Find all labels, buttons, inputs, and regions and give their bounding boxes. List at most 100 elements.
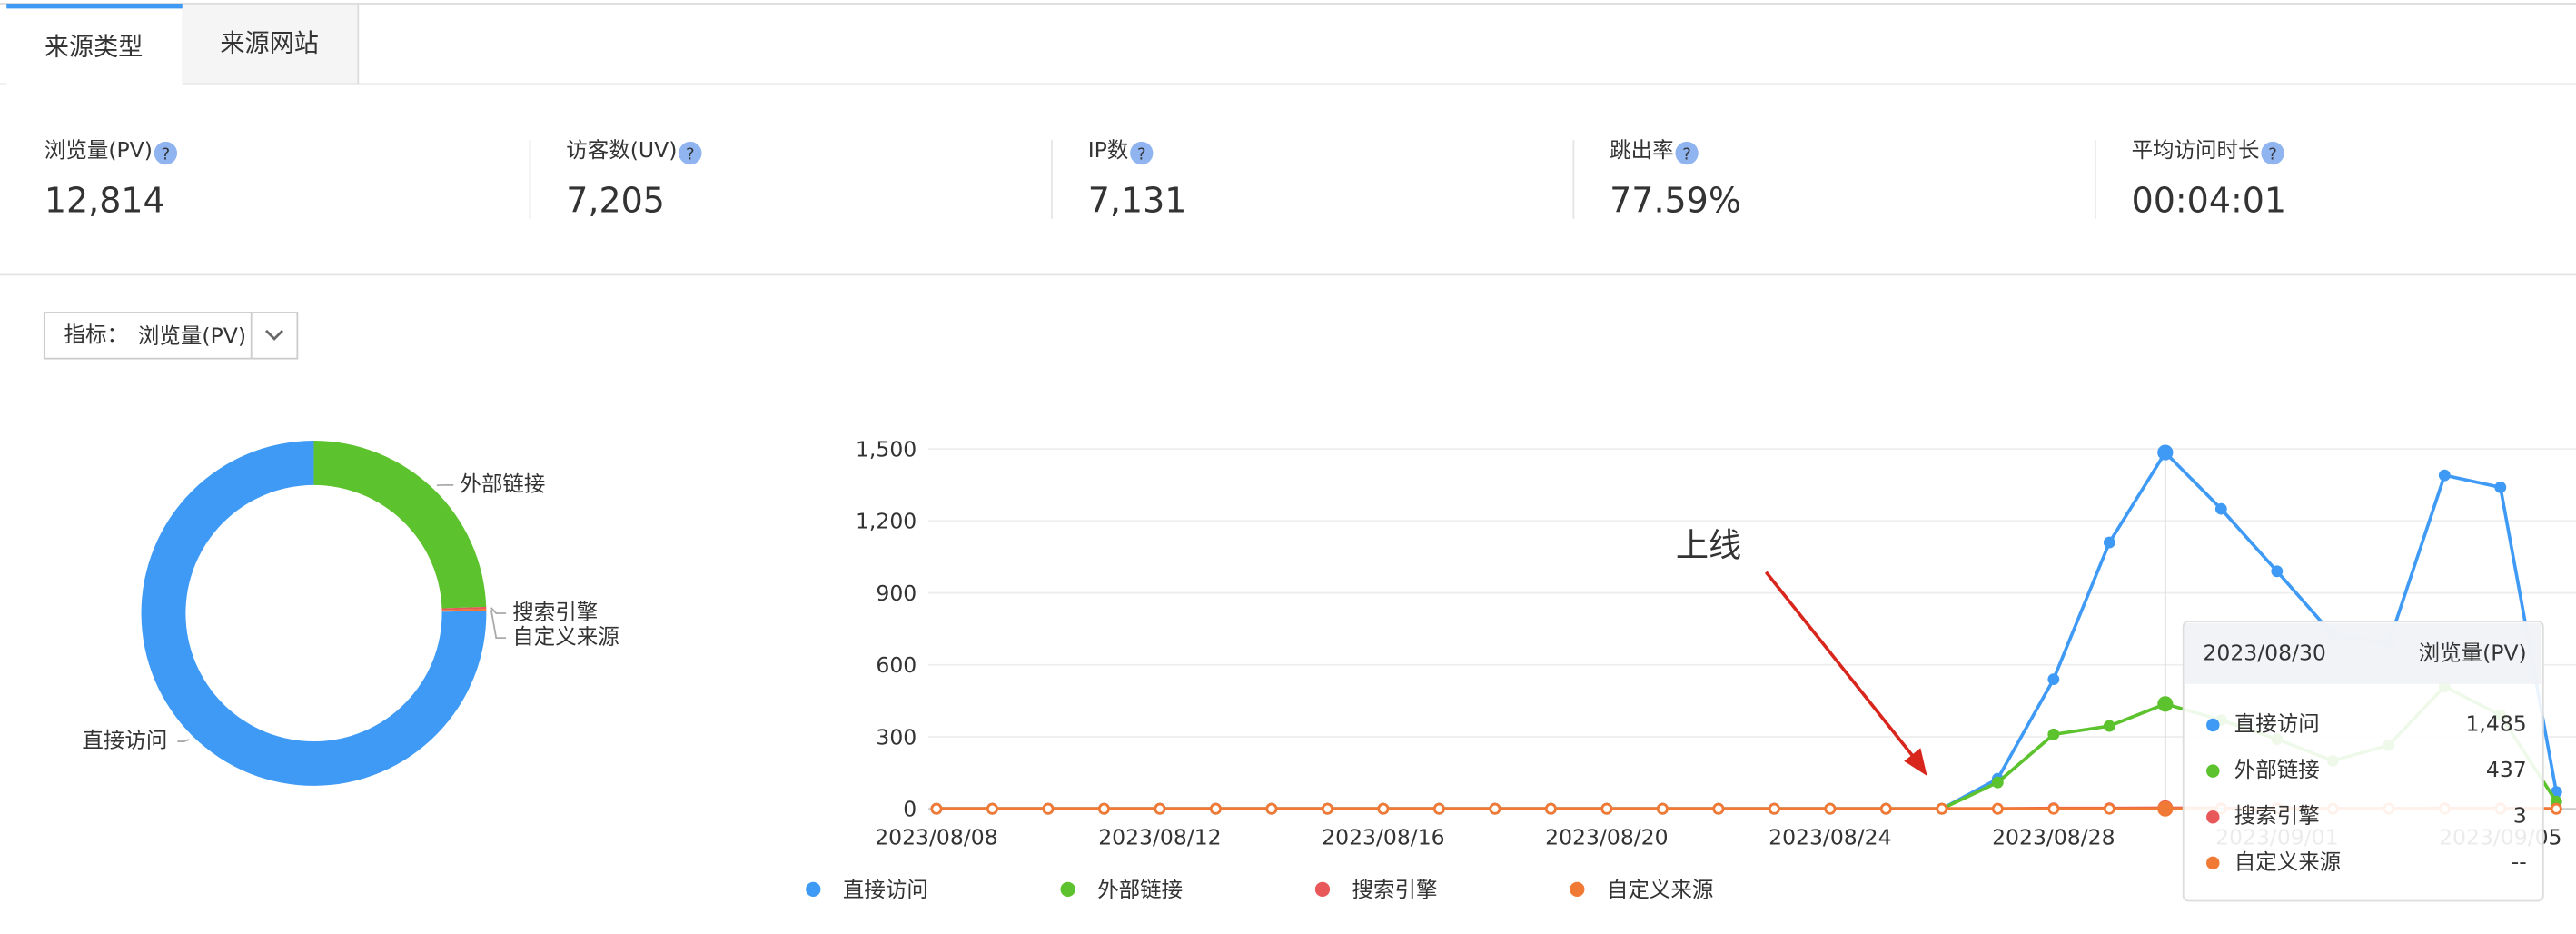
- data-point: [1600, 802, 1613, 815]
- help-icon: [1675, 141, 1699, 165]
- help-icon: [154, 141, 178, 165]
- x-tick-label: 2023/08/24: [1769, 824, 1891, 850]
- data-point: [2103, 720, 2115, 732]
- data-point: [2157, 444, 2174, 461]
- data-point: [1209, 802, 1222, 815]
- data-point: [1098, 802, 1110, 815]
- data-point: [1432, 802, 1445, 815]
- data-point: [2047, 802, 2060, 815]
- metric-label: 访客数(UV): [566, 137, 677, 163]
- help-icon-mark: ?: [2268, 144, 2277, 164]
- selector-value[interactable]: 浏览量(PV): [138, 323, 246, 349]
- data-point: [2271, 565, 2284, 578]
- data-point: [1544, 802, 1557, 815]
- metric-value: 12,814: [45, 180, 165, 220]
- y-tick-label: 600: [876, 652, 916, 678]
- tooltip-row-value: --: [2512, 849, 2527, 874]
- tooltip-dot: [2206, 810, 2220, 824]
- tooltip-row-value: 3: [2513, 803, 2527, 829]
- dropdown-icon[interactable]: [265, 329, 284, 341]
- data-point: [1768, 802, 1780, 815]
- metric-value: 77.59%: [1610, 180, 1741, 220]
- tab-label[interactable]: 来源网站: [220, 30, 318, 58]
- pie-label: 自定义来源: [512, 624, 619, 650]
- annotation-arrowhead: [1904, 748, 1927, 777]
- tooltip-header: [2185, 622, 2542, 684]
- y-tick-label: 900: [876, 581, 916, 606]
- tab-active-indicator: [6, 3, 183, 9]
- data-point: [1991, 802, 2004, 815]
- legend-dot: [1570, 881, 1585, 897]
- tooltip-row-name: 自定义来源: [2234, 849, 2342, 874]
- tooltip-row-value: 1,485: [2465, 710, 2526, 736]
- data-point: [1879, 802, 1892, 815]
- help-icon: [1130, 141, 1154, 165]
- tooltip-dot: [2206, 764, 2220, 778]
- pie-slice: [441, 606, 487, 611]
- data-point: [2494, 481, 2507, 493]
- metric-label: 平均访问时长: [2132, 137, 2260, 163]
- legend-label[interactable]: 搜索引擎: [1352, 877, 1438, 902]
- data-point: [1712, 802, 1725, 815]
- tooltip-metric: 浏览量(PV): [2419, 641, 2527, 666]
- metric-value: 7,131: [1088, 180, 1187, 220]
- tooltip-dot: [2206, 856, 2220, 870]
- metric-label: IP数: [1088, 137, 1129, 163]
- tab-label[interactable]: 来源类型: [45, 33, 143, 61]
- x-tick-label: 2023/08/28: [1992, 824, 2115, 850]
- data-point: [1936, 802, 1948, 815]
- data-point: [1154, 802, 1166, 815]
- data-point: [1321, 802, 1333, 815]
- metric-value: 7,205: [566, 180, 665, 220]
- help-icon-mark: ?: [1682, 144, 1691, 164]
- annotation-label: 上线: [1676, 526, 1741, 565]
- data-point: [1042, 802, 1055, 815]
- data-point: [1265, 802, 1278, 815]
- help-icon: [679, 141, 702, 165]
- metric-value: 00:04:01: [2132, 180, 2287, 220]
- help-icon-mark: ?: [1137, 144, 1146, 164]
- tooltip-dot: [2206, 718, 2220, 732]
- pie-slice: [313, 441, 487, 609]
- data-point: [1991, 776, 2004, 789]
- pie-slice: [441, 609, 487, 612]
- selector-label: 指标：: [64, 322, 129, 347]
- metric-selector[interactable]: [43, 312, 299, 360]
- legend-dot: [806, 881, 821, 897]
- tab-inactive[interactable]: [181, 3, 360, 85]
- data-point: [2438, 469, 2451, 482]
- tab-active[interactable]: [6, 3, 183, 86]
- help-icon-mark: ?: [686, 144, 695, 164]
- metric-label: 浏览量(PV): [45, 137, 153, 163]
- data-point: [1824, 802, 1837, 815]
- data-point: [2103, 536, 2115, 549]
- help-icon: [2261, 141, 2284, 165]
- pie-label: 搜索引擎: [512, 599, 598, 624]
- legend-dot: [1060, 881, 1075, 897]
- x-tick-label: 2023/08/16: [1322, 824, 1444, 850]
- tooltip-date: 2023/08/30: [2203, 641, 2325, 666]
- help-icon-mark: ?: [162, 144, 171, 164]
- y-tick-label: 300: [876, 724, 916, 750]
- tooltip: [2182, 621, 2544, 902]
- data-point: [1489, 802, 1501, 815]
- y-tick-label: 1,500: [856, 436, 916, 462]
- data-point: [1656, 802, 1669, 815]
- data-point: [986, 802, 998, 815]
- pie-leader: [490, 607, 507, 614]
- tooltip-row-value: 437: [2486, 757, 2527, 782]
- data-point: [2157, 696, 2174, 712]
- x-tick-label: 2023/08/20: [1545, 824, 1668, 850]
- legend-label[interactable]: 自定义来源: [1607, 877, 1713, 902]
- pie-label: 直接访问: [82, 728, 167, 753]
- tooltip-row-name: 搜索引擎: [2234, 803, 2320, 829]
- legend-label[interactable]: 直接访问: [843, 877, 928, 902]
- x-tick-label: 2023/08/12: [1098, 824, 1221, 850]
- data-point: [2550, 802, 2562, 815]
- tooltip-row-name: 直接访问: [2234, 710, 2320, 736]
- data-point: [2157, 800, 2174, 817]
- legend-label[interactable]: 外部链接: [1097, 877, 1183, 902]
